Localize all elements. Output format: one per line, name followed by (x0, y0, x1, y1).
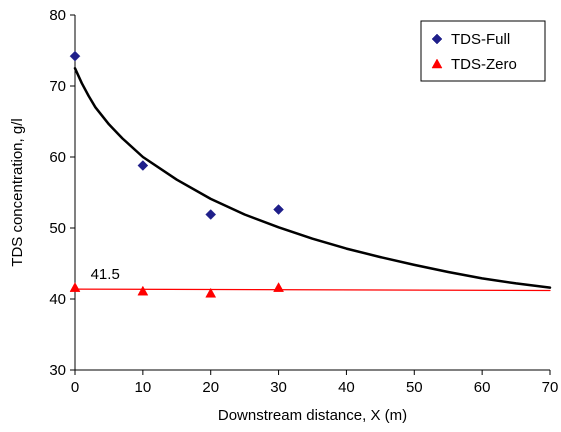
tds-zero-point (69, 282, 81, 292)
y-tick-label: 50 (49, 220, 66, 237)
legend-box (420, 20, 546, 82)
y-tick-label: 80 (49, 7, 66, 24)
linear-fit-line (74, 288, 551, 292)
ticks: 0 10 20 30 40 50 60 70 30 40 50 60 70 80 (49, 7, 558, 396)
legend-marker (431, 58, 443, 69)
decay-fit-line (73, 67, 552, 289)
data-markers (69, 50, 284, 298)
legend-label: TDS-Zero (451, 56, 517, 73)
tds-zero-point (273, 282, 284, 292)
annotations: 41.5 (91, 266, 120, 283)
x-tick-label: 20 (202, 379, 219, 396)
y-tick-label: 40 (49, 291, 66, 308)
axes (74, 15, 550, 371)
x-tick-label: 50 (406, 379, 423, 396)
y-tick-label: 60 (49, 149, 66, 166)
legend-marker (431, 33, 443, 45)
x-tick-label: 10 (135, 379, 152, 396)
x-tick-label: 30 (270, 379, 287, 396)
tds-full-point (137, 160, 149, 171)
annotation-label: 41.5 (91, 266, 120, 283)
x-tick-label: 60 (474, 379, 491, 396)
y-axis-title: TDS concentration, g/l (9, 118, 26, 266)
legend-label: TDS-Full (451, 31, 510, 48)
tds-full-point (273, 204, 284, 215)
x-axis-title: Downstream distance, X (m) (218, 407, 407, 424)
tds-zero-point (137, 285, 149, 296)
y-tick-label: 70 (49, 78, 66, 95)
tds-zero-point (205, 287, 217, 298)
x-tick-label: 70 (542, 379, 559, 396)
y-tick-label: 30 (49, 362, 66, 379)
x-tick-label: 40 (338, 379, 355, 396)
tds-full-point (69, 50, 81, 62)
legend: TDS-Full TDS-Zero (420, 20, 546, 82)
x-tick-label: 0 (71, 379, 79, 396)
tds-full-point (205, 209, 217, 220)
fit-lines (73, 67, 552, 292)
